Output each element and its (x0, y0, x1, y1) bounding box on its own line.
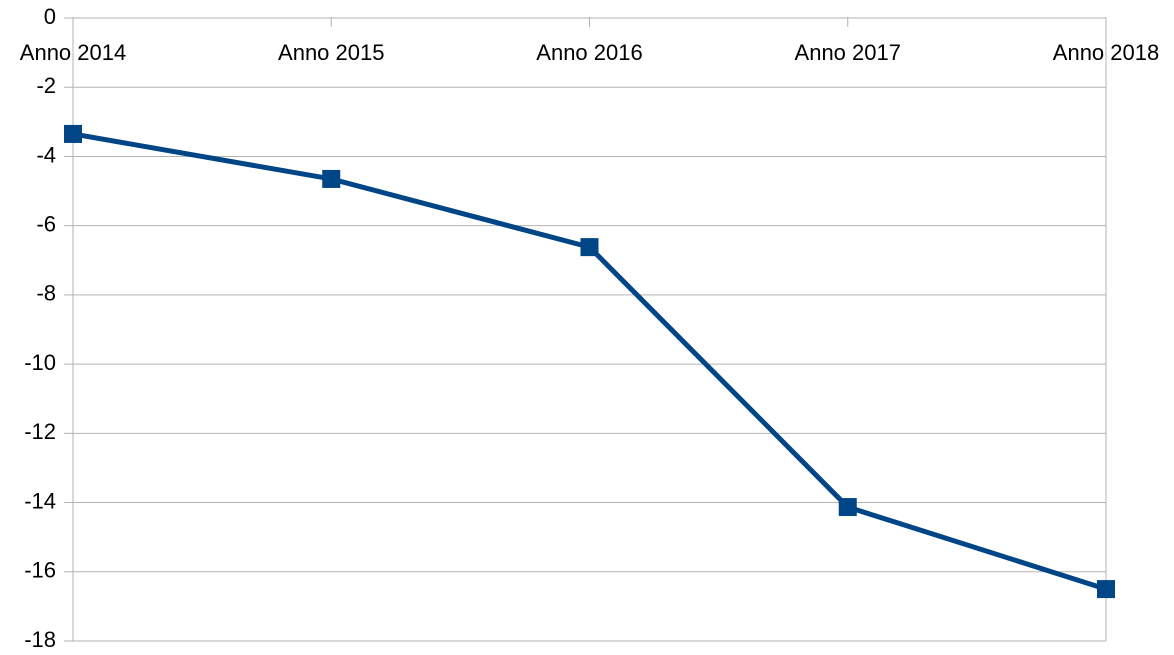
x-tick-label: Anno 2014 (20, 40, 126, 65)
y-tick-label: -8 (36, 281, 56, 306)
y-tick-label: -10 (24, 350, 56, 375)
marker (838, 498, 857, 517)
marker (322, 169, 341, 188)
x-tick-label: Anno 2018 (1053, 40, 1159, 65)
x-tick-label: Anno 2017 (795, 40, 901, 65)
x-tick-label: Anno 2015 (278, 40, 384, 65)
y-tick-label: 0 (44, 4, 56, 29)
y-tick-label: -2 (36, 73, 56, 98)
y-tick-label: -4 (36, 142, 56, 167)
line (72, 131, 1107, 592)
x-tick-label: Anno 2016 (536, 40, 642, 65)
y-tick-label: -18 (24, 627, 56, 652)
y-tick-label: -12 (24, 419, 56, 444)
marker (1097, 580, 1115, 599)
marker (64, 124, 82, 143)
y-tick-label: -6 (36, 211, 56, 236)
y-tick-label: -14 (24, 488, 56, 513)
marker (580, 238, 599, 257)
y-tick-label: -16 (24, 558, 56, 583)
